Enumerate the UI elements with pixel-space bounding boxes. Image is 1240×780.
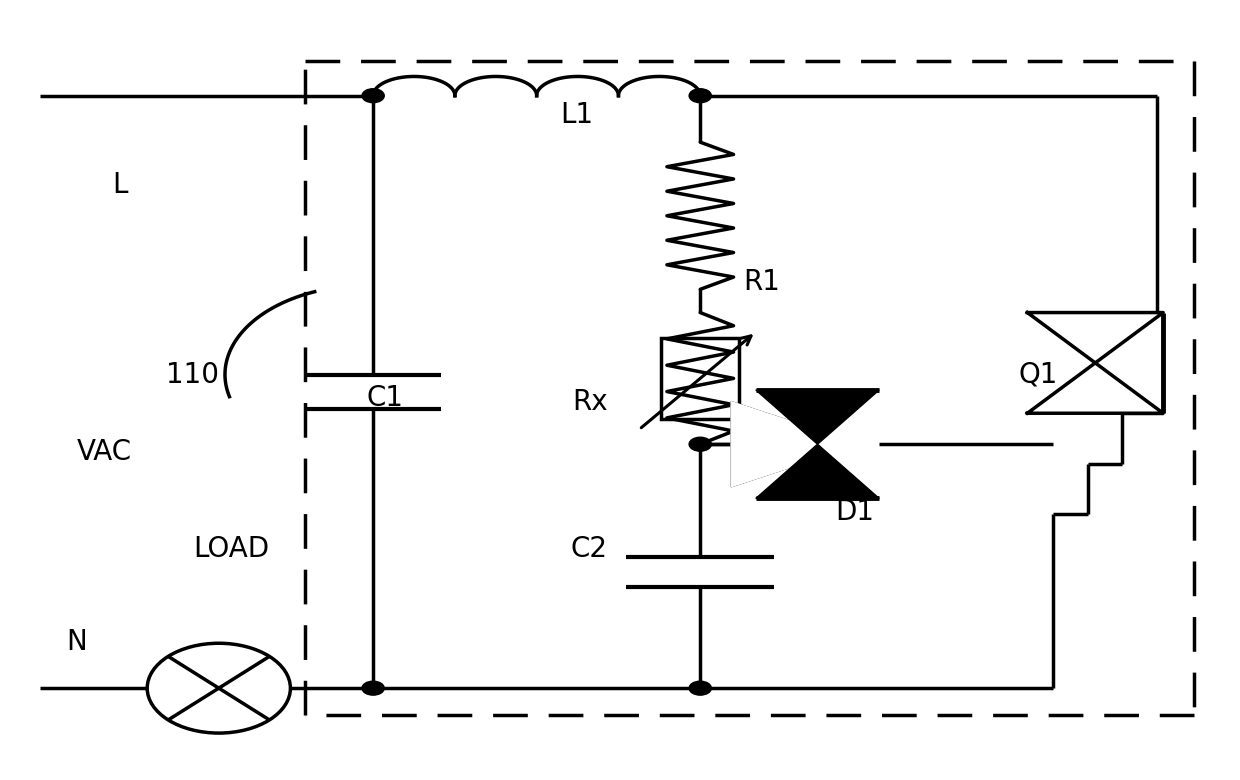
Text: L1: L1 — [560, 101, 594, 129]
Text: C2: C2 — [570, 535, 608, 562]
Polygon shape — [756, 390, 879, 445]
Circle shape — [362, 681, 384, 695]
Circle shape — [689, 681, 712, 695]
Polygon shape — [1028, 313, 1163, 363]
Polygon shape — [732, 402, 861, 487]
Text: 110: 110 — [166, 360, 218, 388]
Polygon shape — [756, 445, 879, 498]
Text: LOAD: LOAD — [193, 535, 269, 562]
Text: VAC: VAC — [77, 438, 131, 466]
Text: Q1: Q1 — [1019, 360, 1058, 388]
Polygon shape — [732, 402, 861, 487]
Text: L: L — [113, 171, 128, 199]
Circle shape — [362, 89, 384, 103]
Circle shape — [689, 89, 712, 103]
Circle shape — [689, 438, 712, 451]
Text: Rx: Rx — [572, 388, 608, 416]
Text: C1: C1 — [367, 384, 404, 412]
Text: R1: R1 — [744, 268, 780, 296]
Polygon shape — [732, 402, 861, 487]
Text: N: N — [67, 628, 87, 656]
Polygon shape — [1028, 363, 1163, 413]
Text: D1: D1 — [835, 498, 874, 526]
